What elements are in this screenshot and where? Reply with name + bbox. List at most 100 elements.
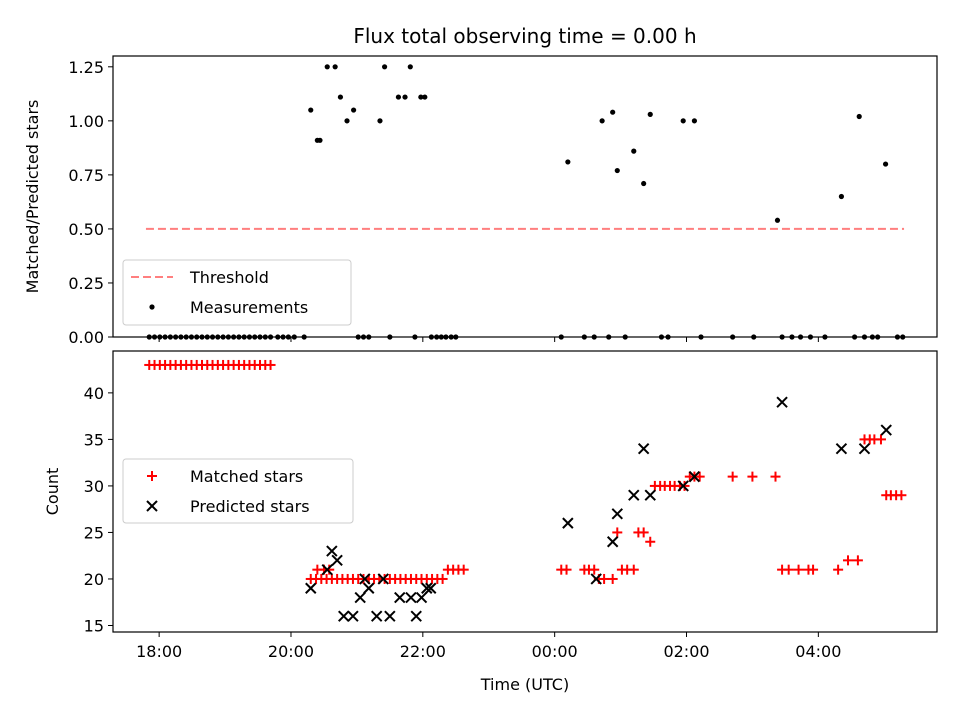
matched-point	[747, 471, 758, 482]
x-tick-label: 22:00	[400, 642, 446, 661]
legend-box	[122, 458, 354, 524]
bottom-panel: 15 20 25 30 35 40 18:00 20:00 22:00 00:00 02:00 04:…	[43, 350, 938, 694]
matched-point	[645, 536, 656, 547]
top-panel: 0.00 0.25 0.50 0.75 1.00 1.25 Matched/Predicte…	[23, 55, 938, 347]
measurement-point	[337, 94, 344, 100]
predicted-point	[421, 582, 433, 594]
matched-point	[852, 555, 863, 566]
matched-point	[638, 527, 649, 538]
matched-point	[896, 490, 907, 501]
legend-measurements-label: Measurements	[190, 298, 308, 317]
predicted-point	[835, 442, 848, 455]
y-tick-label: 0.50	[68, 220, 104, 239]
matched-point	[793, 564, 804, 575]
chart-title: Flux total observing time = 0.00 h	[353, 24, 696, 48]
predicted-point	[321, 563, 333, 576]
measurement-point	[774, 217, 781, 223]
predicted-point	[562, 517, 574, 529]
measurement-point	[377, 118, 383, 124]
predicted-point	[338, 610, 350, 622]
measurement-point	[882, 161, 889, 167]
predicted-point	[377, 573, 389, 585]
predicted-point	[405, 591, 417, 604]
predicted-point	[354, 591, 366, 604]
matched-point	[589, 564, 600, 575]
measurement-point	[317, 137, 323, 143]
legend-threshold-label: Threshold	[189, 268, 269, 287]
matched-point	[833, 564, 844, 575]
measurement-point	[838, 193, 845, 200]
matched-point	[561, 564, 572, 575]
predicted-point	[688, 470, 701, 483]
matched-point	[599, 573, 610, 584]
bottom-axes-frame	[112, 350, 938, 633]
y-tick-label: 0.75	[68, 166, 104, 185]
x-tick-label: 00:00	[532, 642, 578, 661]
matched-point	[843, 555, 854, 566]
predicted-point	[880, 424, 892, 436]
measurement-point	[647, 111, 653, 117]
matched-point	[727, 471, 738, 482]
legend-matched-label: Matched stars	[190, 467, 303, 486]
matched-point	[607, 573, 618, 584]
predicted-point	[415, 591, 428, 604]
predicted-point	[628, 489, 640, 501]
y-tick-label: 1.25	[68, 58, 104, 77]
matched-point	[694, 471, 705, 482]
y-tick-label: 25	[84, 523, 104, 542]
y-axis-label: Matched/Predicted stars	[23, 100, 42, 294]
top-axes-frame	[112, 55, 938, 338]
measurement-point	[856, 113, 862, 120]
y-tick-label: 0.25	[68, 274, 104, 293]
matched-point	[770, 471, 781, 482]
matched-point	[265, 359, 276, 370]
legend-predicted-swatch	[146, 500, 158, 512]
x-tick-label: 02:00	[663, 642, 709, 661]
predicted-point	[305, 582, 317, 594]
measurement-point	[324, 64, 330, 70]
measurement-point	[422, 94, 428, 100]
predicted-point	[331, 554, 343, 567]
predicted-point	[606, 536, 619, 548]
matched-point	[628, 564, 639, 575]
y-tick-label: 35	[84, 430, 104, 449]
x-tick-label: 04:00	[795, 642, 841, 661]
x-axis-label: Time (UTC)	[480, 675, 569, 694]
matched-point	[783, 564, 794, 575]
legend-predicted-label: Predicted stars	[190, 497, 310, 516]
measurement-point	[631, 148, 637, 154]
predicted-point	[590, 573, 602, 585]
predicted-point	[858, 442, 871, 455]
measurement-point	[680, 118, 686, 124]
matched-point	[612, 527, 623, 538]
y-tick-label: 20	[84, 570, 104, 589]
y-tick-label: 40	[84, 384, 104, 403]
matched-point	[437, 573, 448, 584]
predicted-point	[410, 610, 422, 622]
predicted-point	[370, 610, 383, 622]
predicted-point	[363, 582, 375, 594]
y-tick-label: 15	[84, 616, 104, 635]
matched-point	[458, 564, 469, 575]
predicted-point	[637, 442, 650, 455]
predicted-point	[394, 591, 406, 604]
measurement-point	[691, 118, 698, 124]
predicted-point	[326, 545, 338, 557]
measurement-point	[641, 180, 647, 187]
legend-measurements-swatch	[149, 304, 155, 310]
predicted-point	[384, 610, 396, 622]
predicted-point	[347, 610, 359, 622]
measurement-point	[402, 94, 408, 100]
top-legend: Threshold Measurements	[122, 259, 352, 326]
matched-point	[808, 564, 819, 575]
matched-point	[324, 564, 335, 575]
y-axis-label: Count	[43, 468, 62, 516]
y-tick-label: 30	[84, 477, 104, 496]
legend-matched-swatch	[147, 471, 157, 481]
measurement-point	[599, 118, 605, 124]
measurement-point	[614, 167, 620, 174]
predicted-point	[644, 489, 656, 501]
x-tick-label: 20:00	[268, 642, 314, 661]
bottom-legend: Matched stars Predicted stars	[122, 458, 354, 524]
